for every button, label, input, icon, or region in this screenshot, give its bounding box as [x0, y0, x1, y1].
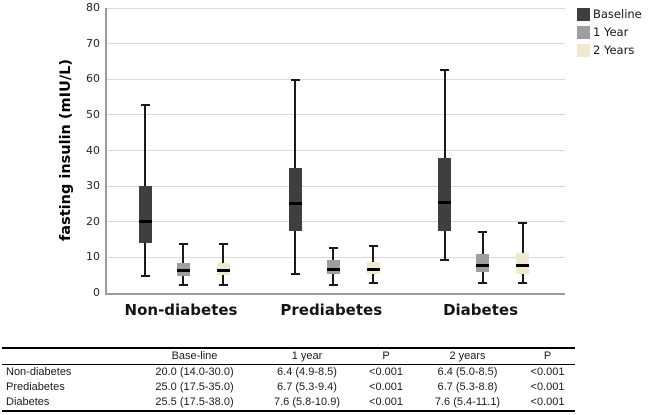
y-tick-label: 0	[93, 286, 100, 299]
table-header-cell: 2 years	[415, 348, 520, 365]
legend-swatch	[577, 7, 590, 21]
value-cell: <0.001	[369, 381, 403, 393]
legend-swatch	[577, 43, 590, 57]
whisker-cap	[518, 221, 528, 224]
whisker-cap	[178, 283, 188, 286]
value-cell: 25.5 (17.5-38.0)	[155, 396, 234, 408]
value-cell: <0.001	[530, 396, 565, 408]
whisker-cap	[518, 282, 528, 285]
x-category-label: Diabetes	[443, 301, 518, 319]
boxplot-chart: fasting insulin (mIU/L) 0 10 20 30 40 50 60 70 8…	[58, 1, 642, 319]
legend: Baseline 1 Year 2 Years	[577, 5, 642, 59]
y-tick-label: 50	[86, 107, 100, 121]
iqr-box	[516, 253, 530, 274]
value-cell: 25.0 (17.5-35.0)	[155, 381, 234, 393]
value-cell: 7.6 (5.4-11.1)	[434, 396, 501, 408]
iqr-box	[288, 168, 302, 231]
y-tick-label: 20	[86, 214, 100, 228]
x-category-label: Prediabetes	[280, 301, 383, 319]
value-cell: 6.7 (5.3-8.8)	[437, 381, 498, 393]
value-cell: 7.6 (5.8-10.9)	[273, 396, 341, 408]
whisker-cap	[218, 243, 228, 246]
y-tick-label: 40	[86, 143, 100, 157]
median-line	[438, 200, 452, 204]
median-line	[288, 202, 302, 206]
iqr-box	[138, 186, 152, 244]
y-tick-label: 70	[86, 36, 100, 50]
x-category-label: Non-diabetes	[124, 301, 238, 319]
plot-area	[105, 7, 565, 295]
legend-label: 2 Years	[593, 43, 635, 57]
table-header-cell	[2, 348, 132, 365]
legend-item: 1 Year	[577, 23, 642, 41]
median-line	[476, 264, 490, 268]
y-tick-label: 30	[86, 179, 100, 193]
value-cell: 20.0 (14.0-30.0)	[155, 366, 234, 378]
value-cell: <0.001	[530, 366, 565, 378]
whisker-cap	[328, 246, 338, 249]
table-header-cell: P	[520, 348, 575, 365]
value-cell: 6.4 (4.9-8.5)	[277, 366, 337, 378]
median-line	[366, 267, 380, 271]
table-row: Diabetes 25.5 (17.5-38.0) 7.6 (5.8-10.9) <0…	[2, 395, 575, 411]
whisker-cap	[368, 282, 378, 285]
table-header-row: Base-line 1 year P 2 years P	[2, 348, 575, 365]
whisker-cap	[328, 283, 338, 286]
row-label-cell: Prediabetes	[6, 381, 65, 393]
legend-item: 2 Years	[577, 41, 642, 59]
legend-label: Baseline	[593, 7, 642, 21]
summary-table: Base-line 1 year P 2 years P Non-diabetes 20.…	[2, 347, 575, 412]
median-line	[216, 268, 230, 272]
y-tick-label: 60	[86, 72, 100, 86]
legend-item: Baseline	[577, 5, 642, 23]
y-tick-label: 80	[86, 1, 100, 14]
gridline	[107, 78, 565, 80]
gridline	[107, 256, 565, 258]
whisker-cap	[290, 79, 300, 82]
y-tick-label: 10	[86, 250, 100, 264]
whisker-cap	[178, 243, 188, 246]
whisker-cap	[478, 282, 488, 285]
table-row: Prediabetes 25.0 (17.5-35.0) 6.7 (5.3-9.4)…	[2, 380, 575, 395]
gridline	[107, 43, 565, 45]
value-cell: <0.001	[530, 381, 565, 393]
median-line	[138, 220, 152, 224]
iqr-box	[438, 157, 452, 231]
value-cell: 6.4 (5.0-8.5)	[437, 366, 498, 378]
median-line	[516, 264, 530, 268]
whisker-cap	[440, 258, 450, 261]
table-header-cell: Base-line	[132, 348, 257, 365]
whisker-cap	[140, 104, 150, 107]
gridline	[107, 114, 565, 116]
gridline	[107, 221, 565, 223]
table-header-cell: 1 year	[257, 348, 357, 365]
row-label-cell: Diabetes	[6, 396, 50, 408]
whisker-cap	[290, 273, 300, 276]
row-label-cell: Non-diabetes	[6, 366, 72, 378]
value-cell: <0.001	[369, 366, 403, 378]
gridline	[107, 7, 565, 9]
legend-swatch	[577, 25, 590, 39]
whisker-cap	[440, 68, 450, 71]
median-line	[176, 268, 190, 272]
gridline	[107, 150, 565, 151]
table-header-cell: P	[357, 348, 415, 365]
iqr-box	[476, 254, 490, 273]
legend-label: 1 Year	[593, 25, 629, 39]
whisker-cap	[478, 230, 488, 233]
whisker-cap	[218, 283, 228, 286]
whisker	[521, 221, 524, 285]
value-cell: 6.7 (5.3-9.4)	[277, 381, 337, 393]
median-line	[326, 267, 340, 271]
whisker-cap	[368, 244, 378, 247]
table-row: Non-diabetes 20.0 (14.0-30.0) 6.4 (4.9-8.5…	[2, 365, 575, 381]
whisker-cap	[140, 274, 150, 277]
gridline	[107, 185, 565, 187]
value-cell: <0.001	[369, 396, 403, 408]
